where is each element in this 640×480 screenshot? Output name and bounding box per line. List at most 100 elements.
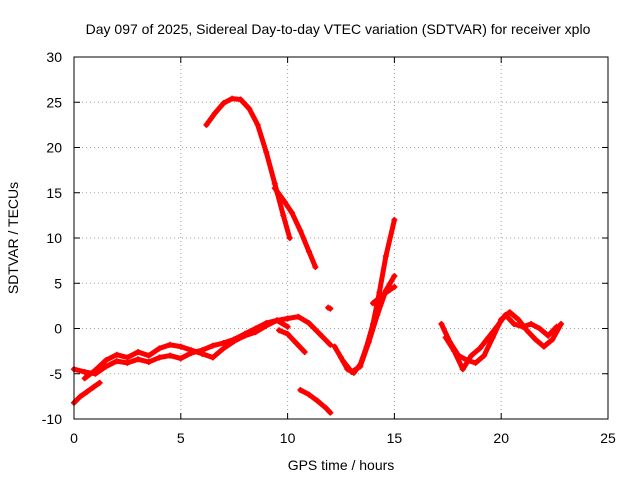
data-point bbox=[254, 121, 261, 128]
x-tick-label: 20 bbox=[493, 430, 509, 446]
data-point bbox=[286, 235, 293, 241]
data-point bbox=[558, 320, 565, 327]
data-point bbox=[177, 343, 184, 350]
data-point bbox=[156, 345, 163, 352]
data-point bbox=[211, 110, 218, 117]
data-point bbox=[316, 330, 323, 337]
data-point bbox=[468, 352, 475, 359]
data-point bbox=[284, 330, 291, 337]
data-point bbox=[472, 359, 479, 366]
series-arc-mid bbox=[276, 327, 308, 356]
data-point bbox=[305, 320, 312, 327]
data-point bbox=[156, 354, 163, 361]
data-point bbox=[553, 323, 560, 330]
data-point bbox=[387, 286, 394, 293]
data-point bbox=[511, 320, 518, 327]
data-point bbox=[167, 352, 174, 359]
series-trace bbox=[82, 317, 291, 381]
data-point bbox=[229, 95, 236, 102]
axis-ticks bbox=[73, 56, 609, 420]
data-point bbox=[167, 341, 174, 348]
data-point bbox=[338, 354, 344, 361]
data-point bbox=[263, 149, 270, 156]
data-point bbox=[438, 320, 445, 327]
data-point bbox=[83, 388, 90, 395]
data-point bbox=[145, 358, 152, 365]
data-point bbox=[323, 405, 330, 412]
y-tick-label: 25 bbox=[46, 94, 62, 110]
data-point bbox=[374, 311, 381, 318]
data-point bbox=[532, 336, 539, 343]
data-point bbox=[203, 121, 210, 128]
data-point bbox=[237, 96, 244, 103]
series-trace bbox=[272, 185, 318, 270]
data-point bbox=[103, 357, 110, 364]
data-point bbox=[297, 387, 304, 394]
data-point bbox=[314, 397, 321, 404]
x-tick-label: 10 bbox=[280, 430, 296, 446]
y-tick-label: 0 bbox=[54, 321, 62, 337]
data-point bbox=[288, 209, 295, 216]
y-tick-label: 15 bbox=[46, 185, 62, 201]
data-point bbox=[391, 283, 398, 290]
data-point bbox=[81, 368, 88, 375]
series-arc-bottom bbox=[297, 387, 334, 416]
data-point bbox=[113, 358, 120, 365]
data-point bbox=[124, 359, 131, 366]
x-tick-label: 15 bbox=[387, 430, 403, 446]
data-point bbox=[177, 355, 184, 362]
data-point bbox=[327, 409, 334, 416]
series-arc-low-left bbox=[71, 379, 103, 406]
data-point bbox=[297, 227, 304, 234]
series-late-band-2 bbox=[442, 311, 560, 373]
series-point-12 bbox=[325, 304, 334, 312]
x-tick-label: 0 bbox=[70, 430, 78, 446]
y-tick-label: 20 bbox=[46, 140, 62, 156]
data-point bbox=[241, 332, 248, 339]
data-point bbox=[92, 367, 99, 374]
data-point bbox=[506, 309, 513, 316]
data-point bbox=[209, 354, 216, 361]
data-point bbox=[263, 322, 270, 329]
data-point bbox=[382, 253, 389, 260]
grid-lines bbox=[74, 57, 608, 419]
data-point bbox=[376, 289, 383, 296]
data-point bbox=[188, 347, 195, 354]
data-point bbox=[284, 323, 291, 330]
x-axis-label: GPS time / hours bbox=[288, 457, 395, 473]
series-trace bbox=[370, 284, 397, 306]
y-tick-label: 10 bbox=[46, 230, 62, 246]
data-point bbox=[357, 363, 364, 370]
data-point bbox=[220, 339, 227, 346]
y-tick-label: 30 bbox=[46, 49, 62, 65]
data-point bbox=[209, 342, 216, 349]
data-point bbox=[348, 368, 355, 375]
data-point bbox=[370, 300, 377, 307]
data-point bbox=[331, 343, 338, 350]
data-point bbox=[220, 345, 227, 352]
data-point bbox=[271, 185, 278, 192]
data-point bbox=[305, 391, 312, 398]
data-point bbox=[545, 332, 552, 339]
data-point bbox=[312, 263, 319, 270]
data-point bbox=[135, 349, 142, 356]
data-point bbox=[276, 327, 283, 334]
data-point bbox=[77, 393, 84, 400]
series-arc-descend bbox=[271, 185, 319, 270]
tick-labels: 0 5 10 15 20 25 -10 -5 0 5 10 15 20 25 30 bbox=[42, 49, 616, 446]
data-point bbox=[549, 336, 556, 343]
data-point bbox=[124, 354, 131, 361]
y-tick-label: -10 bbox=[42, 411, 62, 427]
data-point bbox=[340, 358, 347, 365]
data-point bbox=[199, 350, 206, 357]
data-point bbox=[90, 384, 97, 391]
data-point bbox=[327, 341, 334, 348]
data-marks bbox=[71, 95, 565, 416]
data-point bbox=[305, 248, 312, 255]
data-point bbox=[135, 356, 142, 363]
data-point bbox=[280, 212, 287, 219]
data-point bbox=[391, 216, 398, 223]
data-point bbox=[523, 327, 530, 334]
data-point bbox=[96, 379, 103, 386]
